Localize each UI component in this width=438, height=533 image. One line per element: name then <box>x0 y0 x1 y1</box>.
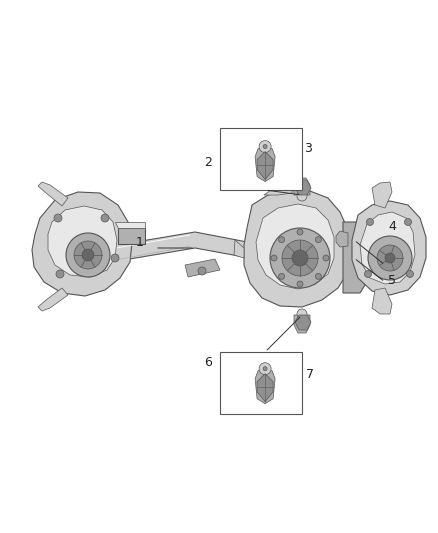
Polygon shape <box>264 183 292 195</box>
Bar <box>220 128 302 190</box>
Circle shape <box>56 270 64 278</box>
Text: 3: 3 <box>304 141 312 155</box>
Circle shape <box>368 236 412 280</box>
Polygon shape <box>257 374 273 402</box>
Text: 7: 7 <box>306 368 314 382</box>
Polygon shape <box>255 370 275 403</box>
Circle shape <box>259 362 271 375</box>
Circle shape <box>297 309 307 319</box>
Circle shape <box>259 141 271 152</box>
Circle shape <box>263 367 267 370</box>
Polygon shape <box>32 192 132 296</box>
Polygon shape <box>294 178 310 195</box>
Polygon shape <box>244 190 350 307</box>
Circle shape <box>405 219 411 225</box>
Polygon shape <box>295 180 311 195</box>
Circle shape <box>367 219 374 225</box>
Circle shape <box>282 240 318 276</box>
Circle shape <box>315 237 321 243</box>
Circle shape <box>297 191 307 201</box>
Polygon shape <box>118 228 145 244</box>
Polygon shape <box>256 204 334 289</box>
Circle shape <box>406 271 413 278</box>
Polygon shape <box>185 259 220 277</box>
Polygon shape <box>294 315 310 333</box>
Polygon shape <box>38 182 68 206</box>
Polygon shape <box>38 288 68 311</box>
Circle shape <box>271 255 277 261</box>
Bar <box>220 352 302 414</box>
Polygon shape <box>255 149 275 182</box>
Polygon shape <box>372 288 392 314</box>
Circle shape <box>101 214 109 222</box>
Polygon shape <box>343 222 365 293</box>
Circle shape <box>323 255 329 261</box>
Circle shape <box>198 267 206 275</box>
Text: 4: 4 <box>388 220 396 232</box>
Polygon shape <box>48 206 117 277</box>
Circle shape <box>377 245 403 271</box>
Polygon shape <box>336 231 348 247</box>
Text: 1: 1 <box>136 236 144 248</box>
Circle shape <box>263 144 267 149</box>
Circle shape <box>279 273 285 279</box>
Circle shape <box>292 250 308 266</box>
Polygon shape <box>372 182 392 208</box>
Circle shape <box>82 249 94 261</box>
Polygon shape <box>257 151 273 180</box>
Polygon shape <box>352 201 426 295</box>
Polygon shape <box>360 212 415 284</box>
Circle shape <box>66 233 110 277</box>
Circle shape <box>297 229 303 235</box>
Polygon shape <box>295 315 311 330</box>
Text: 5: 5 <box>388 273 396 287</box>
Circle shape <box>315 273 321 279</box>
Circle shape <box>385 253 395 263</box>
Circle shape <box>297 281 303 287</box>
Text: 2: 2 <box>204 156 212 168</box>
Polygon shape <box>234 240 244 258</box>
Circle shape <box>54 214 62 222</box>
Circle shape <box>111 254 119 262</box>
Polygon shape <box>115 222 145 228</box>
Circle shape <box>74 241 102 269</box>
Text: 6: 6 <box>204 356 212 368</box>
Circle shape <box>279 237 285 243</box>
Polygon shape <box>100 232 315 270</box>
Circle shape <box>270 228 330 288</box>
Circle shape <box>364 271 371 278</box>
